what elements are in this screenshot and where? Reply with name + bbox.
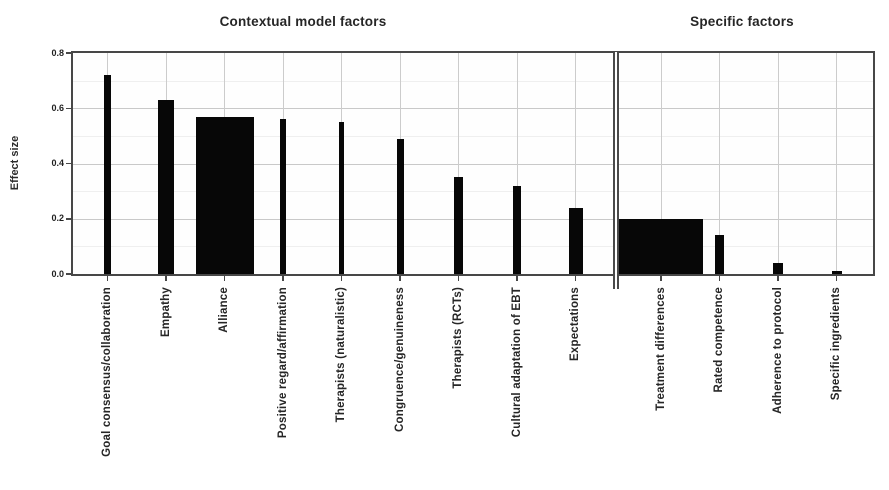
category-gridline-expectations: [575, 53, 576, 274]
x-label-therapists-naturalistic: Therapists (naturalistic): [335, 287, 347, 423]
x-label-treatment-differences: Treatment differences: [654, 287, 667, 411]
x-tick-cultural-adaptation-of-ebt: [516, 276, 518, 281]
group-title-specific-factors: Specific factors: [690, 14, 794, 29]
x-tick-goal-consensus-collaboration: [106, 276, 109, 281]
bar-goal-consensus-collaboration: [104, 75, 111, 274]
bar-therapists-rcts: [454, 177, 463, 274]
x-label-specific-ingredients: Specific ingredients: [830, 287, 842, 401]
bar-rated-competence: [715, 235, 724, 274]
category-gridline-rated-competence: [719, 53, 720, 274]
minor-gridline-0.1: [73, 246, 873, 248]
category-gridline-cultural-adaptation-of-ebt: [516, 53, 518, 274]
x-tick-alliance: [223, 276, 226, 281]
y-tick-label-0.8: 0.8: [51, 47, 64, 58]
minor-gridline-0.5: [73, 135, 873, 137]
bar-congruence-genuineness: [396, 138, 404, 274]
category-gridline-adherence-to-protocol: [777, 53, 779, 274]
x-label-goal-consensus-collaboration: Goal consensus/collaboration: [101, 287, 113, 457]
category-gridline-therapists-rcts: [458, 53, 459, 274]
x-tick-specific-ingredients: [835, 276, 838, 281]
minor-gridline-0.7: [73, 80, 873, 82]
x-tick-expectations: [574, 276, 577, 281]
category-gridline-treatment-differences: [660, 53, 662, 274]
y-tick-label-0.2: 0.2: [51, 213, 64, 224]
y-tick-label-0.0: 0.0: [51, 268, 64, 279]
bar-cultural-adaptation-of-ebt: [513, 185, 521, 274]
bar-alliance: [195, 116, 254, 274]
x-tick-therapists-naturalistic: [340, 276, 343, 281]
x-tick-treatment-differences: [660, 276, 662, 281]
y-tick-0.2: [66, 218, 71, 220]
x-tick-congruence-genuineness: [399, 276, 401, 281]
group-separator: [613, 52, 619, 289]
category-gridline-specific-ingredients: [836, 53, 837, 274]
x-label-positive-regard-affirmation: Positive regard/affirmation: [276, 287, 289, 439]
x-label-cultural-adaptation-of-ebt: Cultural adaptation of EBT: [510, 287, 523, 438]
y-tick-0.6: [66, 107, 71, 109]
bar-specific-ingredients: [831, 271, 842, 274]
y-tick-0.4: [66, 162, 71, 165]
plot-area: [71, 51, 875, 289]
bar-empathy: [158, 99, 174, 274]
y-tick-label-0.4: 0.4: [51, 158, 64, 168]
x-label-congruence-genuineness: Congruence/genuineness: [393, 287, 406, 432]
bar-positive-regard-affirmation: [280, 119, 286, 274]
x-tick-empathy: [165, 276, 167, 281]
bar-adherence-to-protocol: [773, 262, 783, 274]
major-gridline-0.2: [73, 218, 873, 220]
x-label-rated-competence: Rated competence: [713, 287, 725, 393]
major-gridline-0.6: [73, 108, 873, 110]
group-title-contextual-model-factors: Contextual model factors: [219, 14, 387, 29]
y-tick-0.0: [66, 273, 71, 275]
x-label-therapists-rcts: Therapists (RCTs): [452, 287, 464, 389]
minor-gridline-0.3: [73, 191, 873, 193]
x-label-expectations: Expectations: [569, 287, 581, 361]
bar-treatment-differences: [619, 218, 703, 274]
y-tick-label-0.6: 0.6: [51, 102, 64, 113]
bar-expectations: [568, 207, 583, 274]
x-label-empathy: Empathy: [159, 287, 172, 337]
x-tick-adherence-to-protocol: [777, 276, 779, 281]
y-tick-0.8: [66, 52, 71, 54]
x-label-alliance: Alliance: [218, 287, 230, 333]
x-tick-therapists-rcts: [457, 276, 460, 281]
y-axis-title: Effect size: [9, 135, 21, 191]
major-gridline-0.4: [73, 163, 873, 165]
x-tick-rated-competence: [718, 276, 721, 281]
bar-therapists-naturalistic: [339, 122, 344, 274]
x-tick-positive-regard-affirmation: [282, 276, 284, 281]
x-label-adherence-to-protocol: Adherence to protocol: [771, 287, 784, 414]
